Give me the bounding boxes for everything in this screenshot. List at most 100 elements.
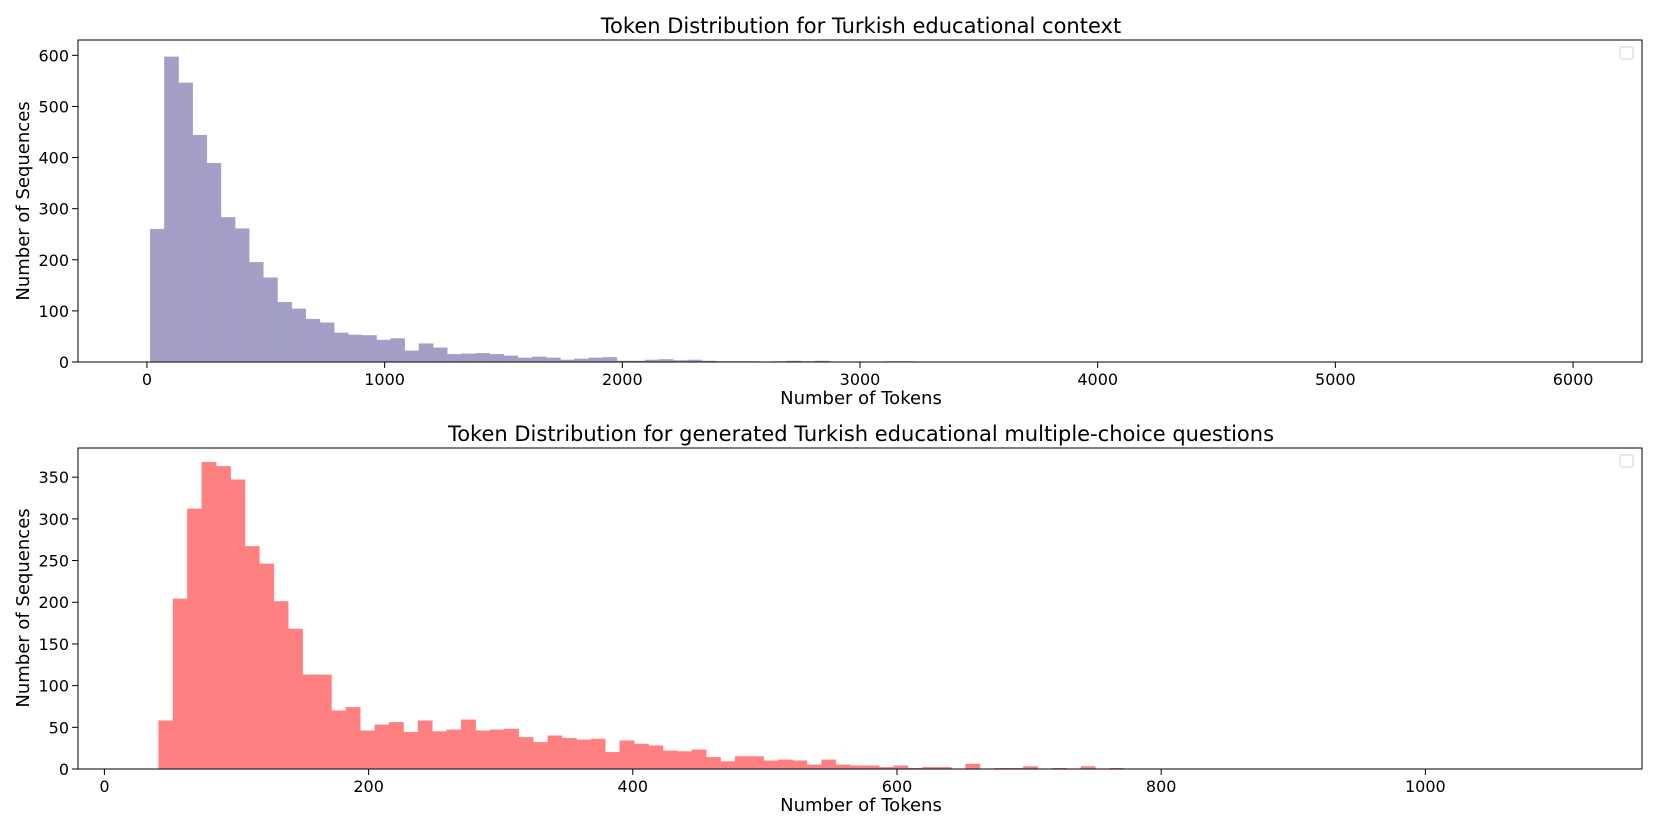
histogram-bar [734,756,750,770]
y-tick-label: 100 [38,302,69,321]
histogram-bar [461,719,476,770]
histogram-bar [691,749,707,770]
histogram-bar [403,732,419,770]
histogram-bar [376,339,391,363]
x-tick-label: 4000 [1077,370,1118,389]
histogram-bar [404,350,420,363]
histogram-bar [362,335,377,363]
histogram-bar [706,757,721,770]
histogram-bar [390,338,406,363]
histogram-bar [546,357,561,363]
histogram-bar [263,277,278,363]
histogram-bar [244,546,260,770]
histogram-bar [172,598,188,770]
histogram-bar [417,720,433,770]
histogram-bar [418,343,434,363]
histogram-questions: Token Distribution for generated Turkish… [13,422,1643,816]
x-tick-label: 800 [1146,777,1177,796]
histogram-bar [249,262,264,363]
histogram-bar [360,730,375,770]
histogram-bar [447,354,462,363]
histogram-bar [489,354,505,363]
axes: 0 200 400 600 800 1000 0 50 100 150 200 250 300 350 [38,468,1445,796]
histogram-bar [475,730,491,770]
histogram-bar [547,735,563,770]
x-tick-label: 0 [99,777,109,796]
y-tick-label: 100 [38,677,69,696]
x-tick-label: 1000 [1405,777,1446,796]
x-tick-label: 3000 [840,370,881,389]
histogram-bar [319,322,335,363]
y-tick-label: 400 [38,149,69,168]
histogram-bar [850,765,865,770]
x-tick-label: 1000 [364,370,405,389]
histogram-bar [602,357,618,363]
histogram-context: Token Distribution for Turkish education… [13,14,1643,409]
histogram-bar [720,761,736,770]
histogram-bar [150,228,165,363]
histogram-bar [561,737,577,770]
histogram-bar [590,738,606,770]
histogram-bar [605,752,620,770]
y-tick-label: 300 [38,510,69,529]
histogram-bar [821,759,837,770]
histogram-bar [178,82,193,363]
chart-title: Token Distribution for Turkish education… [600,14,1121,38]
y-tick-label: 0 [59,760,69,779]
x-tick-label: 600 [882,777,913,796]
histogram-bar [331,710,347,770]
histogram-bar [158,720,174,770]
histogram-bar [489,729,505,770]
histogram-bar [164,56,179,363]
histogram-bar [806,764,822,770]
histogram-bar [345,707,361,770]
histogram-bar [192,134,208,363]
histogram-bar [503,355,519,363]
histogram-bar [291,308,307,363]
x-tick-label: 2000 [602,370,643,389]
histogram-bar [576,739,592,770]
legend-box [1619,46,1634,60]
histogram-bar [187,508,203,770]
histogram-bar [504,728,520,770]
bar-group [150,56,915,363]
histogram-bar [517,357,533,363]
histogram-bar [648,745,664,770]
histogram-bar [893,765,909,770]
plot-frame [77,39,1643,363]
histogram-bar [633,743,649,770]
histogram-bar [316,674,332,770]
histogram-bar [388,722,404,770]
histogram-bar [288,628,303,770]
histogram-bar [220,217,236,363]
histogram-bar [432,347,448,363]
y-tick-label: 350 [38,468,69,487]
plot-frame [77,447,1643,770]
histogram-bar [619,740,635,770]
histogram-bar [333,332,349,363]
histogram-bar [305,318,321,363]
axes: 0 1000 2000 3000 4000 5000 6000 0 100 200 300 400 50… [38,46,1593,389]
x-tick-label: 6000 [1553,370,1594,389]
y-tick-label: 300 [38,200,69,219]
histogram-bar [432,731,448,770]
legend-box [1619,454,1634,468]
histogram-bar [277,302,292,363]
histogram-bar [230,479,246,770]
y-tick-label: 250 [38,552,69,571]
x-axis-label: Number of Tokens [780,795,942,816]
histogram-bar [302,674,318,770]
histogram-bar [461,353,476,363]
histogram-bar [835,764,851,770]
y-tick-label: 200 [38,593,69,612]
x-tick-label: 5000 [1315,370,1356,389]
y-tick-label: 500 [38,97,69,116]
histogram-bar [763,760,779,770]
histogram-bar [662,750,678,770]
histogram-bar [259,563,275,770]
y-tick-label: 50 [49,718,69,737]
histogram-bar [201,461,217,770]
bar-group [158,461,1125,770]
y-axis-label: Number of Sequences [13,508,34,707]
